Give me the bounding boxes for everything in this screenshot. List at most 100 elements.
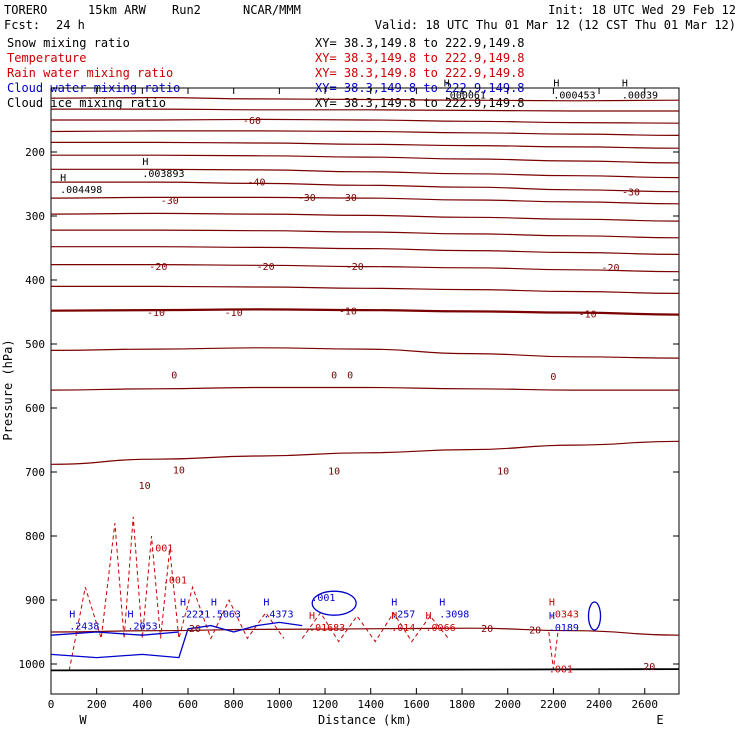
temperature-contour--25 — [50, 212, 680, 222]
x-tick-label: 2600 — [631, 698, 658, 711]
east-label: E — [656, 713, 663, 727]
temperature-contour--70 — [50, 96, 680, 102]
temperature-contour-10 — [50, 386, 679, 391]
extremum-mark: H — [391, 611, 397, 622]
x-axis-title: Distance (km) — [318, 713, 412, 727]
y-tick-label: 600 — [25, 402, 45, 415]
temperature-contour--10 — [51, 263, 680, 273]
temperature-contour--60 — [51, 118, 680, 124]
x-tick-label: 0 — [48, 698, 55, 711]
extremum-value: .01683 — [309, 623, 345, 634]
temperature-contour-5 — [50, 347, 680, 359]
extremum-mark: H — [128, 610, 134, 621]
extremum-value: .5063 — [211, 609, 241, 620]
contour-label: -60 — [243, 116, 261, 127]
extremum-mark: H — [391, 597, 397, 608]
legend-temperature-xy: XY= 38.3,149.8 to 222.9,149.8 — [315, 51, 525, 65]
contour-label: -10 — [225, 308, 243, 319]
extremum-value: .3098 — [439, 609, 469, 620]
extremum-value: .257 — [391, 609, 415, 620]
x-tick-label: 2400 — [586, 698, 613, 711]
extremum-mark: H — [553, 78, 559, 89]
contour-label: 20 — [481, 624, 493, 635]
contour-label: 20 — [529, 625, 541, 636]
extremum-value: .000061 — [444, 90, 486, 101]
plot-frame — [50, 87, 680, 695]
contour-label: -30 — [339, 193, 357, 204]
rain-water-contour — [68, 516, 285, 671]
x-tick-label: 1800 — [449, 698, 476, 711]
temperature-contour--15 — [51, 246, 680, 255]
extremum-value: .2221 — [180, 609, 210, 620]
contour-label: 20 — [643, 662, 655, 673]
extremum-value: .00039 — [622, 90, 658, 101]
temperature-contours — [50, 96, 680, 636]
model-resolution: 15km ARW — [88, 3, 147, 17]
extremum-mark: H — [549, 611, 555, 622]
extremum-value: .0066 — [426, 623, 456, 634]
y-tick-label: 400 — [25, 274, 45, 287]
extremum-value: .003893 — [142, 169, 184, 180]
extremum-value: .014 — [391, 623, 415, 634]
contour-label: -30 — [161, 196, 179, 207]
init-time: Init: 18 UTC Wed 29 Feb 12 — [548, 3, 736, 17]
surface-line — [50, 668, 680, 672]
moisture-label: .001 — [163, 576, 187, 587]
extremum-mark: H — [60, 173, 66, 184]
extremum-mark: H — [309, 611, 315, 622]
contour-label: -10 — [579, 309, 597, 320]
extremum-value: .000453 — [553, 90, 595, 101]
legend-snow-label: Snow mixing ratio — [7, 36, 130, 50]
x-tick-label: 2000 — [494, 698, 521, 711]
temperature-contour--55 — [50, 130, 680, 136]
contour-label: -20 — [149, 262, 167, 273]
extremum-mark: H — [549, 597, 555, 608]
temperature-contour-15 — [50, 440, 680, 465]
cloud-water-contour — [50, 621, 303, 659]
contour-label: -20 — [257, 262, 275, 273]
extremum-mark: H — [263, 597, 269, 608]
temperature-contour--35 — [51, 181, 680, 193]
moisture-label: .001 — [311, 593, 335, 604]
extremum-value: .0189 — [549, 623, 579, 634]
legend-cloud-ice-label: Cloud ice mixing ratio — [7, 96, 166, 110]
temperature-contour--45 — [50, 154, 680, 164]
moisture-label: .001 — [549, 664, 573, 675]
forecast-label: Fcst: — [4, 18, 40, 32]
x-tick-label: 1000 — [266, 698, 293, 711]
extremum-value: .2438 — [69, 622, 99, 633]
extremum-value: .0343 — [549, 609, 579, 620]
y-tick-label: 300 — [25, 210, 45, 223]
contour-label: -40 — [247, 177, 265, 188]
organization: NCAR/MMM — [243, 3, 301, 17]
extremum-mark: H — [444, 78, 450, 89]
contour-label: 0 — [550, 372, 556, 383]
y-tick-label: 800 — [25, 530, 45, 543]
cloud-water-cell — [311, 590, 357, 616]
contour-label: -20 — [346, 262, 364, 273]
extremum-mark: H — [439, 597, 445, 608]
x-tick-label: 1600 — [403, 698, 430, 711]
cloud-water-contour-upper — [50, 631, 179, 636]
temperature-contour-20 — [50, 627, 680, 636]
temperature-contour--50 — [50, 141, 680, 149]
moisture-label: .001 — [149, 544, 173, 555]
legend-cloud-ice-xy: XY= 38.3,149.8 to 222.9,149.8 — [315, 96, 525, 110]
model-name: TORERO — [4, 3, 47, 17]
legend-rain-xy: XY= 38.3,149.8 to 222.9,149.8 — [315, 66, 525, 80]
extremum-mark: H — [142, 157, 148, 168]
west-label: W — [79, 713, 87, 727]
contour-label: -10 — [339, 307, 357, 318]
extremum-value: .004498 — [60, 185, 102, 196]
forecast-hours: 24 h — [56, 18, 85, 32]
extremum-mark: H — [211, 597, 217, 608]
x-tick-label: 800 — [224, 698, 244, 711]
legend-snow-xy: XY= 38.3,149.8 to 222.9,149.8 — [315, 36, 525, 50]
contour-label: 0 — [347, 371, 353, 382]
y-axis-title: Pressure (hPa) — [1, 339, 15, 440]
temperature-contour--20 — [51, 229, 680, 239]
x-tick-label: 2200 — [540, 698, 567, 711]
y-tick-label: 500 — [25, 338, 45, 351]
